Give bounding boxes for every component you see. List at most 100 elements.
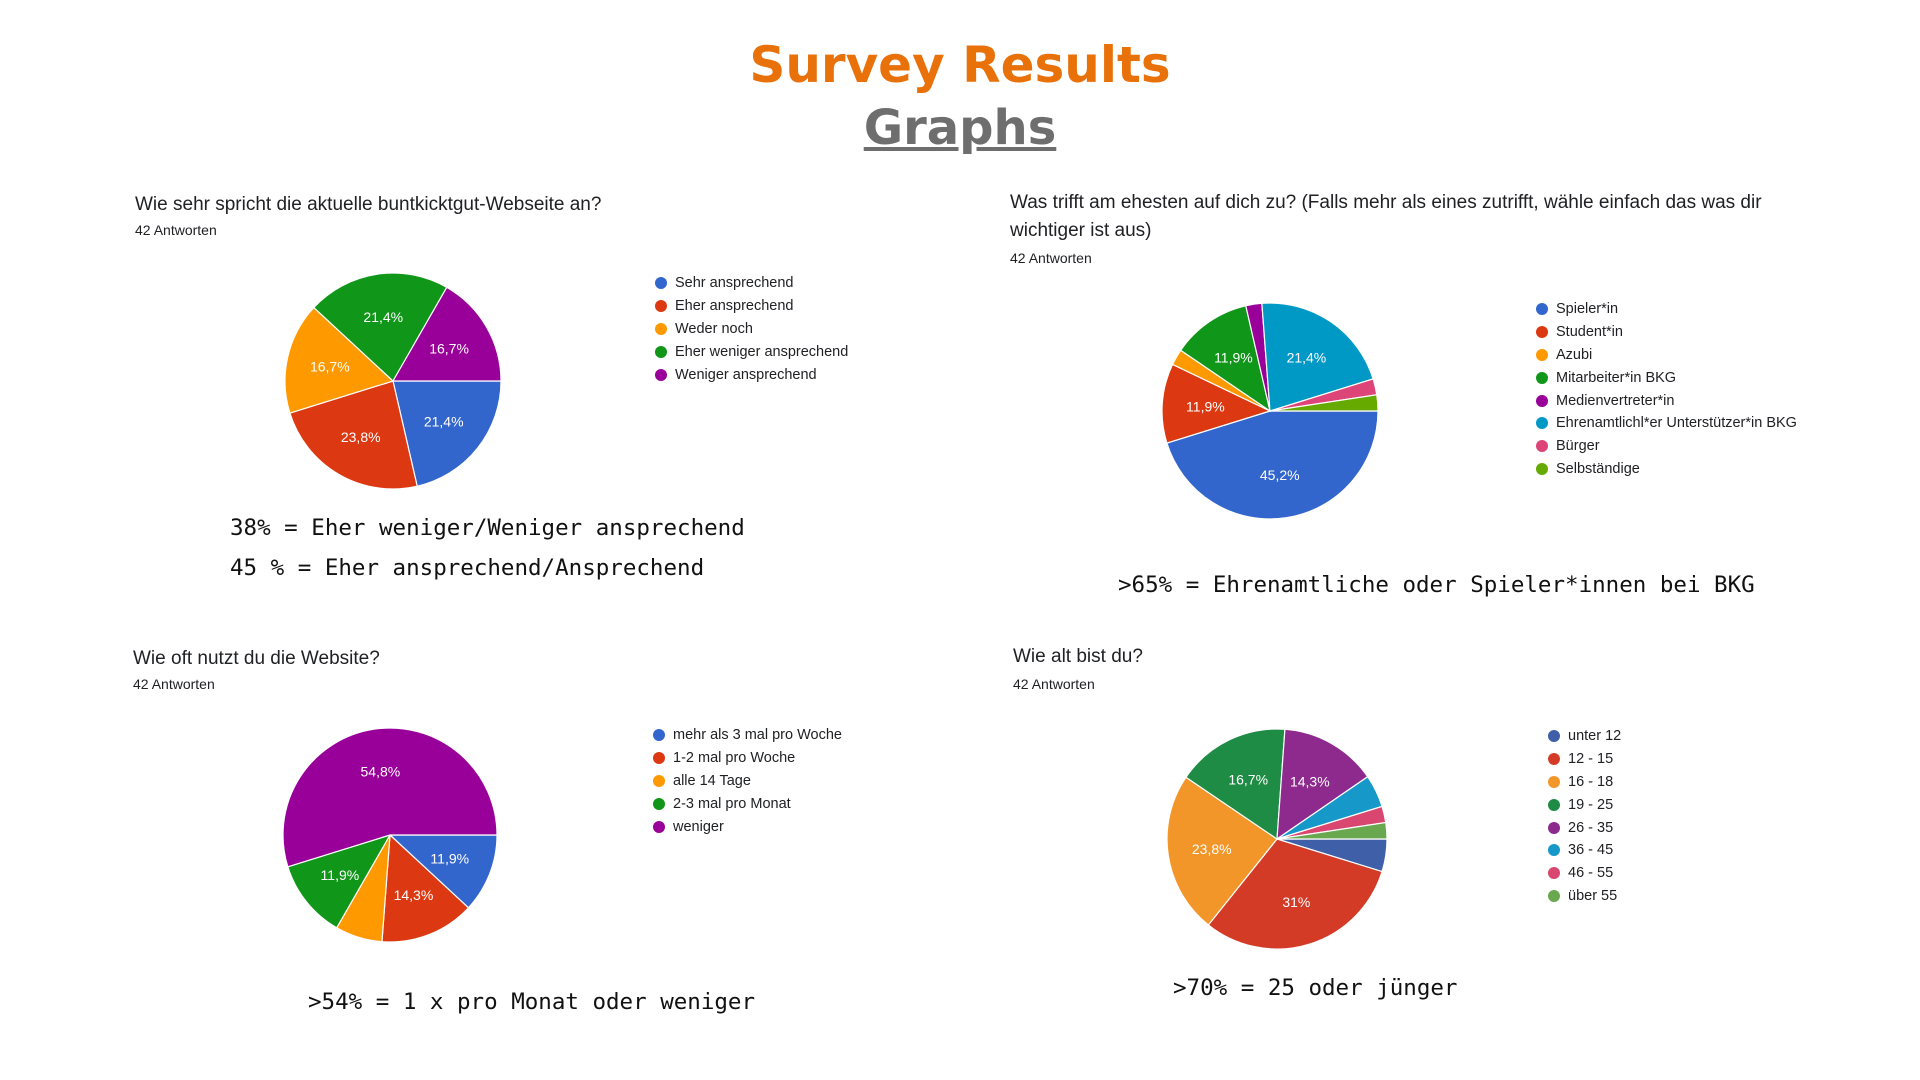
chart-4-data-label-3: 23,8% [1192, 841, 1232, 857]
chart-3-data-label-2: 14,3% [394, 887, 434, 903]
chart-3-note: >54% = 1 x pro Monat oder weniger [308, 989, 756, 1015]
chart-4-legend-swatch-7 [1548, 867, 1560, 880]
chart-2-legend-label-7: Bürger [1556, 438, 1600, 455]
chart-4-legend-swatch-3 [1548, 775, 1560, 788]
chart-2-legend-item-6: Ehrenamtlichl*er Unterstützer*in BKG [1536, 412, 1797, 435]
chart-2-legend-item-1: Spieler*in [1536, 298, 1797, 321]
chart-2-title: Was trifft am ehesten auf dich zu? (Fall… [1010, 192, 1762, 241]
chart-1-data-label-2: 23,8% [341, 429, 381, 445]
chart-3-legend-swatch-4 [653, 797, 665, 810]
chart-4-legend-item-6: 36 - 45 [1548, 839, 1621, 862]
chart-3-legend-label-1: mehr als 3 mal pro Woche [673, 727, 842, 744]
chart-2-legend-swatch-5 [1536, 394, 1548, 407]
chart-4-legend-item-2: 12 - 15 [1548, 748, 1621, 771]
chart-2-legend-label-8: Selbständige [1556, 460, 1640, 477]
chart-1-legend-swatch-2 [655, 300, 667, 313]
chart-3-legend-swatch-3 [653, 774, 665, 787]
chart-2-legend: Spieler*in Student*in Azubi Mitarbeiter*in … [1536, 298, 1797, 480]
chart-2-slice-1 [1166, 410, 1379, 520]
chart-4-title: Wie alt bist du? [1013, 646, 1143, 667]
chart-1-legend-swatch-1 [655, 277, 667, 290]
chart-1-response-count: 42 Antworten [135, 222, 217, 238]
chart-4-slice-8 [1276, 821, 1388, 840]
chart-3-legend-item-3: alle 14 Tage [653, 770, 842, 793]
chart-3-slice-2 [381, 833, 470, 943]
chart-2-legend-swatch-2 [1536, 326, 1548, 339]
chart-4-legend-item-3: 16 - 18 [1548, 771, 1621, 794]
chart-1-legend-label-5: Weniger ansprechend [675, 366, 817, 383]
chart-1-title: Wie sehr spricht die aktuelle buntkicktg… [135, 194, 602, 215]
chart-4-legend-swatch-2 [1548, 753, 1560, 766]
chart-4-legend-swatch-8 [1548, 889, 1560, 902]
chart-3-legend-swatch-1 [653, 729, 665, 742]
chart-4-legend-swatch-1 [1548, 730, 1560, 743]
chart-4-slice-4 [1185, 728, 1286, 841]
chart-1-legend-item-5: Weniger ansprechend [655, 363, 848, 386]
chart-3-legend-swatch-5 [653, 820, 665, 833]
chart-1-note-2: 45 % = Eher ansprechend/Ansprechend [230, 555, 705, 581]
chart-2-legend-swatch-4 [1536, 371, 1548, 384]
chart-4-note: >70% = 25 oder jünger [1173, 975, 1458, 1001]
chart-1-legend-label-3: Weder noch [675, 320, 753, 337]
chart-2-slice-4 [1179, 305, 1271, 413]
chart-3-legend-item-4: 2-3 mal pro Monat [653, 792, 842, 815]
chart-1-legend-swatch-5 [655, 368, 667, 381]
chart-2-legend-item-8: Selbständige [1536, 458, 1797, 481]
chart-2-legend-label-5: Medienvertreter*in [1556, 392, 1675, 409]
chart-2-note: >65% = Ehrenamtliche oder Spieler*innen … [1118, 572, 1755, 598]
chart-1-legend-label-1: Sehr ansprechend [675, 275, 794, 292]
chart-2-legend-swatch-7 [1536, 440, 1548, 453]
chart-4-data-label-5: 14,3% [1290, 774, 1330, 790]
chart-3-response-count: 42 Antworten [133, 676, 215, 692]
chart-2-slice-2 [1161, 363, 1272, 444]
chart-2-legend-item-3: Azubi [1536, 344, 1797, 367]
chart-3-data-label-4: 11,9% [321, 867, 360, 883]
chart-4-legend-swatch-6 [1548, 844, 1560, 857]
chart-1-legend-item-4: Eher weniger ansprechend [655, 340, 848, 363]
chart-1-legend-swatch-3 [655, 322, 667, 335]
chart-4-legend-swatch-4 [1548, 798, 1560, 811]
chart-3-legend-label-5: weniger [673, 818, 724, 835]
chart-2-legend-item-7: Bürger [1536, 435, 1797, 458]
chart-2-data-label-1: 45,2% [1260, 467, 1300, 483]
chart-2-legend-label-4: Mitarbeiter*in BKG [1556, 369, 1677, 386]
chart-2-legend-swatch-1 [1536, 303, 1548, 316]
chart-1-slice-3 [284, 306, 395, 414]
chart-2-legend-item-2: Student*in [1536, 321, 1797, 344]
chart-3-legend-label-3: alle 14 Tage [673, 772, 751, 789]
chart-2-legend-label-1: Spieler*in [1556, 301, 1619, 318]
chart-4-legend-label-5: 26 - 35 [1568, 819, 1614, 836]
chart-1-legend: Sehr ansprechend Eher ansprechend Weder no… [655, 272, 848, 386]
chart-2-legend-label-3: Azubi [1556, 346, 1593, 363]
chart-4-legend-label-6: 36 - 45 [1568, 842, 1614, 859]
chart-2-legend-item-5: Medienvertreter*in [1536, 389, 1797, 412]
chart-4-legend-item-7: 46 - 55 [1548, 862, 1621, 885]
chart-3-legend-label-4: 2-3 mal pro Monat [673, 795, 791, 812]
chart-4-data-label-4: 16,7% [1228, 772, 1268, 788]
chart-2-slice-6 [1261, 302, 1374, 412]
chart-3-title: Wie oft nutzt du die Website? [133, 648, 380, 669]
chart-3-legend-item-2: 1-2 mal pro Woche [653, 747, 842, 770]
chart-2-legend-label-6: Ehrenamtlichl*er Unterstützer*in BKG [1556, 415, 1797, 432]
chart-4-legend-swatch-5 [1548, 821, 1560, 834]
chart-2-data-label-4: 11,9% [1214, 350, 1253, 366]
chart-4-legend: unter 12 12 - 15 16 - 18 19 - 25 26 - 35 36 -… [1548, 725, 1621, 907]
chart-3-legend-item-5: weniger [653, 815, 842, 838]
chart-1-slice-2 [289, 380, 418, 490]
chart-4-legend-label-2: 12 - 15 [1568, 751, 1614, 768]
chart-4-legend-item-5: 26 - 35 [1548, 816, 1621, 839]
chart-1-slice-5 [391, 286, 502, 382]
chart-4-legend-label-7: 46 - 55 [1568, 865, 1614, 882]
chart-4-legend-label-1: unter 12 [1568, 728, 1622, 745]
chart-3-legend-swatch-2 [653, 752, 665, 765]
chart-3-slice-1 [388, 834, 498, 909]
chart-2-slice-8 [1269, 394, 1379, 412]
chart-1-legend-item-2: Eher ansprechend [655, 295, 848, 318]
chart-4-legend-label-8: über 55 [1568, 887, 1618, 904]
chart-2-legend-swatch-3 [1536, 348, 1548, 361]
chart-1-data-label-5: 16,7% [429, 341, 469, 357]
chart-3-legend-item-1: mehr als 3 mal pro Woche [653, 724, 842, 747]
